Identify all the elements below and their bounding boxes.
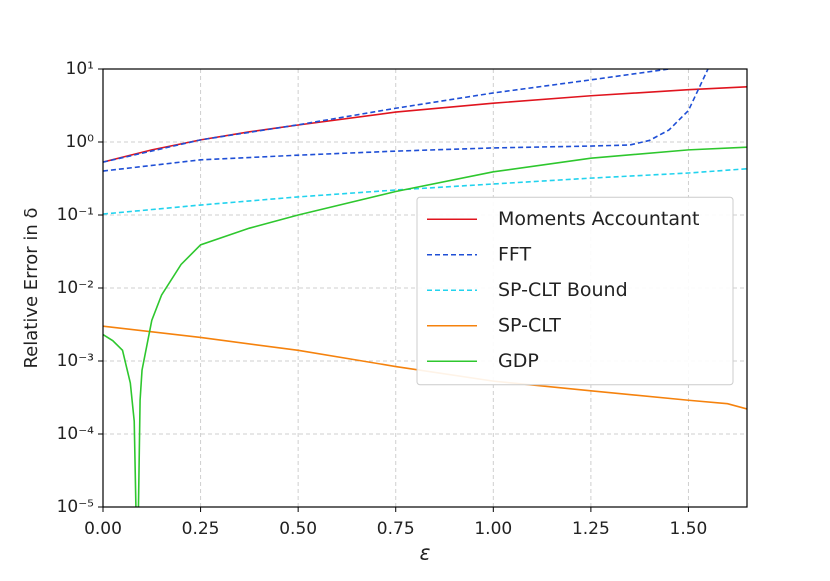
x-axis-label: ε: [420, 541, 431, 565]
legend-label: FFT: [498, 243, 532, 265]
legend-label: Moments Accountant: [498, 208, 700, 230]
x-tick-label: 1.00: [474, 519, 512, 539]
x-tick-label: 1.50: [670, 519, 708, 539]
y-tick-label: 10⁻¹: [57, 205, 94, 225]
series-line: [103, 69, 675, 163]
x-tick-label: 0.50: [279, 519, 317, 539]
legend-label: GDP: [498, 350, 539, 372]
x-tick-label: 0.25: [182, 519, 220, 539]
y-tick-label: 10⁻⁴: [57, 424, 95, 444]
y-axis-label: Relative Error in δ: [21, 207, 42, 368]
y-tick-label: 10⁻²: [57, 278, 94, 298]
y-tick-label: 10⁻⁵: [57, 497, 94, 517]
y-tick-label: 10⁰: [66, 132, 95, 152]
legend-label: SP-CLT: [498, 314, 561, 336]
plot-frame: [102, 68, 748, 508]
x-tick-label: 0.75: [377, 519, 415, 539]
x-tick-label: 1.25: [572, 519, 610, 539]
y-tick-label: 10¹: [66, 59, 94, 79]
y-tick-label: 10⁻³: [57, 351, 94, 371]
legend-box: [416, 196, 734, 386]
series-line: [103, 69, 709, 172]
series-line: [103, 146, 747, 507]
x-tick-label: 0.00: [84, 519, 122, 539]
series-line: [103, 167, 747, 215]
legend-label: SP-CLT Bound: [498, 279, 628, 301]
